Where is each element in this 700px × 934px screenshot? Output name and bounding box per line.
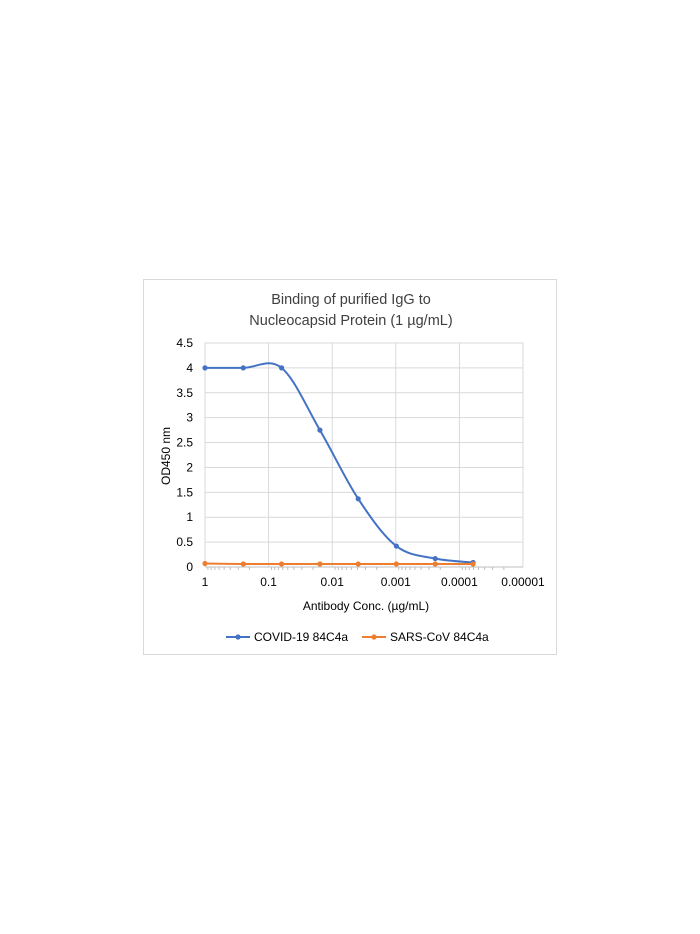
- x-tick-label: 0.1: [260, 575, 277, 589]
- tick-labels: 0 0.5 1 1.5 2 2.5 3 3.5 4 4.5 1 0.1 0.01 0.001 0.0001 0…: [176, 336, 545, 589]
- x-tick-label: 0.0001: [441, 575, 478, 589]
- y-tick-label: 1: [186, 510, 193, 524]
- data-point: [317, 561, 323, 567]
- y-tick-label: 4.5: [176, 336, 193, 350]
- x-axis-label: Antibody Conc. (µg/mL): [303, 599, 429, 613]
- data-point: [432, 561, 438, 567]
- legend-marker: [235, 634, 241, 640]
- legend-marker: [371, 634, 377, 640]
- data-point: [240, 365, 246, 371]
- data-point: [393, 561, 399, 567]
- y-tick-label: 3.5: [176, 386, 193, 400]
- y-tick-label: 0.5: [176, 535, 193, 549]
- y-tick-label: 3: [186, 411, 193, 425]
- chart-area: Binding of purified IgG to Nucleocapsid …: [143, 279, 557, 655]
- series-line-1: [204, 362, 474, 564]
- axes: [204, 343, 523, 570]
- data-point: [317, 427, 323, 433]
- series-lines: [202, 362, 476, 567]
- y-axis-label: OD450 nm: [159, 427, 173, 485]
- chart-svg: Binding of purified IgG to Nucleocapsid …: [159, 292, 545, 644]
- data-point: [202, 365, 208, 371]
- legend-label: COVID-19 84C4a: [254, 630, 348, 644]
- gridlines: [205, 342, 524, 567]
- y-tick-label: 4: [186, 361, 193, 375]
- data-point: [393, 543, 399, 549]
- data-point: [355, 561, 361, 567]
- chart-title-line-1: Binding of purified IgG to: [271, 292, 431, 308]
- data-point: [355, 496, 361, 502]
- data-point: [470, 561, 476, 567]
- data-point: [432, 555, 438, 562]
- chart-title-line-2: Nucleocapsid Protein (1 µg/mL): [249, 313, 452, 329]
- x-tick-label: 0.01: [321, 575, 345, 589]
- y-tick-label: 2: [186, 460, 193, 474]
- x-tick-label: 0.00001: [501, 575, 545, 589]
- data-point: [278, 561, 285, 567]
- series-line-2: [204, 562, 474, 566]
- y-tick-label: 0: [186, 560, 193, 574]
- data-point: [202, 560, 208, 567]
- legend: COVID-19 84C4a SARS-CoV 84C4a: [226, 630, 489, 644]
- x-tick-label: 0.001: [381, 575, 411, 589]
- x-tick-label: 1: [202, 575, 209, 589]
- data-point: [278, 365, 285, 371]
- y-tick-label: 2.5: [176, 436, 193, 450]
- data-point: [240, 561, 246, 567]
- legend-label: SARS-CoV 84C4a: [390, 630, 489, 644]
- y-tick-label: 1.5: [176, 485, 193, 499]
